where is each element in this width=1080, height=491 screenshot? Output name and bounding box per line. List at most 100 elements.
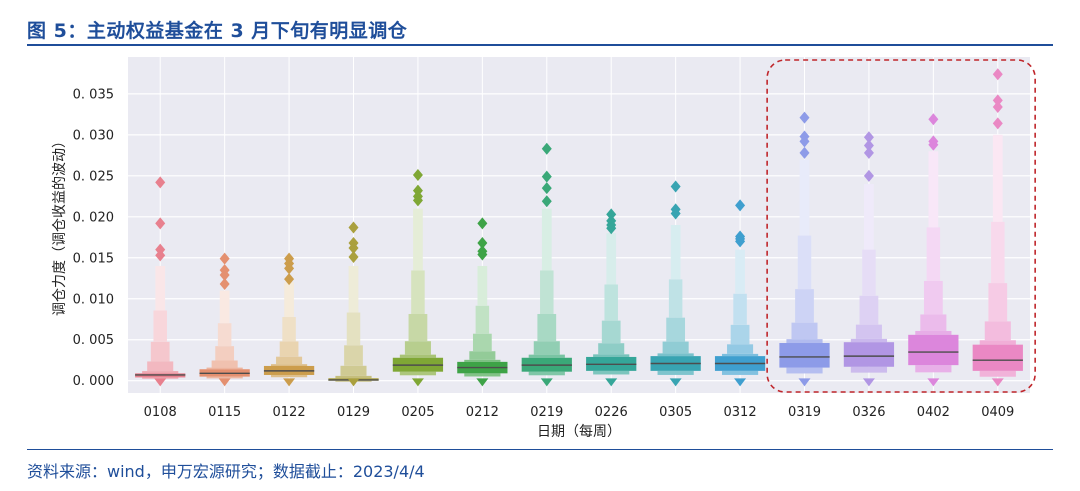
letter-value-box (799, 159, 810, 236)
letter-value-box (598, 343, 625, 355)
letter-value-box (593, 370, 630, 375)
outlier-point (799, 135, 810, 148)
letter-value-box (537, 313, 557, 342)
outlier-point (541, 170, 552, 183)
lower-marker (283, 378, 296, 387)
letter-value-box (926, 227, 941, 281)
letter-value-box (727, 344, 754, 354)
outlier-point (735, 199, 746, 212)
outlier-point (735, 235, 746, 248)
outlier-point (412, 194, 423, 207)
x-tick-label: 0326 (852, 405, 885, 420)
outlier-point (670, 180, 681, 193)
outlier-point (348, 250, 359, 263)
outlier-point (541, 142, 552, 155)
letter-value-box (528, 371, 565, 376)
letter-value-box (604, 284, 618, 321)
outlier-point (541, 182, 552, 195)
letter-value-box (348, 265, 359, 313)
outlier-point (863, 146, 874, 159)
letter-value-box (335, 375, 372, 379)
y-axis-label: 调仓力度（调仓收益的波动） (52, 134, 68, 316)
letter-value-box (850, 338, 888, 343)
outlier-point (992, 117, 1003, 130)
letter-value-box (662, 341, 689, 354)
lower-marker (347, 378, 360, 387)
letter-value-box (668, 279, 683, 318)
outlier-point (992, 100, 1003, 113)
outlier-point (284, 262, 295, 275)
x-tick-label: 0409 (981, 405, 1014, 420)
y-tick-label: 0. 015 (73, 251, 114, 266)
x-tick-label: 0129 (337, 405, 370, 420)
letter-value-box (657, 370, 694, 375)
outlier-point (284, 273, 295, 286)
letter-value-box (217, 323, 232, 347)
letter-value-box (670, 225, 681, 280)
outlier-point (928, 138, 939, 151)
y-tick-label: 0. 025 (73, 169, 114, 184)
letter-value-box (153, 310, 167, 342)
quartile-box (843, 342, 895, 367)
outlier-point (928, 113, 939, 126)
source-note: 资料来源：wind，申万宏源研究；数据截止：2023/4/4 (27, 462, 425, 481)
lower-marker (862, 378, 875, 387)
outlier-point (348, 221, 359, 234)
letter-value-box (346, 312, 361, 346)
x-tick-label: 0219 (530, 405, 563, 420)
letter-value-box (786, 367, 823, 374)
lower-marker (605, 378, 618, 387)
letter-value-box (270, 364, 308, 366)
letter-value-box (477, 265, 488, 306)
letter-value-box (859, 295, 879, 325)
title-rule (27, 44, 1053, 46)
letter-value-box (992, 134, 1003, 222)
letter-value-box (142, 371, 179, 374)
outlier-point (155, 176, 166, 189)
letter-value-box (979, 340, 1016, 345)
x-tick-label: 0212 (466, 405, 499, 420)
outlier-point (863, 139, 874, 152)
outlier-point (799, 146, 810, 159)
letter-value-box (469, 351, 496, 360)
y-tick-label: 0. 000 (73, 374, 114, 389)
y-tick-label: 0. 020 (73, 210, 114, 225)
outlier-point (219, 278, 230, 291)
letter-value-box (540, 270, 554, 314)
letter-value-box (915, 365, 952, 373)
letter-value-box (408, 313, 428, 342)
outlier-point (155, 217, 166, 230)
x-tick-label: 0205 (401, 405, 434, 420)
letter-value-box (855, 324, 882, 339)
letter-value-box (533, 341, 560, 355)
x-axis-label: 日期（每周） (537, 424, 621, 440)
letter-value-box (593, 354, 630, 357)
quartile-box (908, 334, 959, 366)
lower-marker (669, 378, 682, 387)
letter-value-box (464, 373, 501, 377)
letter-value-box (786, 339, 823, 344)
x-tick-label: 0226 (595, 405, 628, 420)
letter-value-box (413, 208, 423, 271)
lower-marker (411, 378, 424, 387)
lower-marker (540, 378, 553, 387)
x-tick-label: 0115 (208, 405, 241, 420)
outlier-point (863, 131, 874, 144)
lower-marker (476, 378, 489, 387)
outlier-point (606, 208, 617, 221)
quartile-box (779, 343, 830, 368)
outlier-point (219, 252, 230, 265)
x-tick-label: 0402 (917, 405, 950, 420)
y-tick-label: 0. 035 (73, 87, 114, 102)
letter-value-box (988, 283, 1008, 322)
outlier-point (992, 68, 1003, 81)
x-tick-label: 0319 (788, 405, 821, 420)
letter-value-box (219, 290, 230, 324)
letter-value-box (795, 289, 814, 323)
letter-value-box (344, 345, 363, 366)
highlight-box (766, 59, 1036, 393)
outlier-point (541, 195, 552, 208)
outlier-point (155, 249, 166, 262)
letter-value-box (150, 341, 170, 362)
